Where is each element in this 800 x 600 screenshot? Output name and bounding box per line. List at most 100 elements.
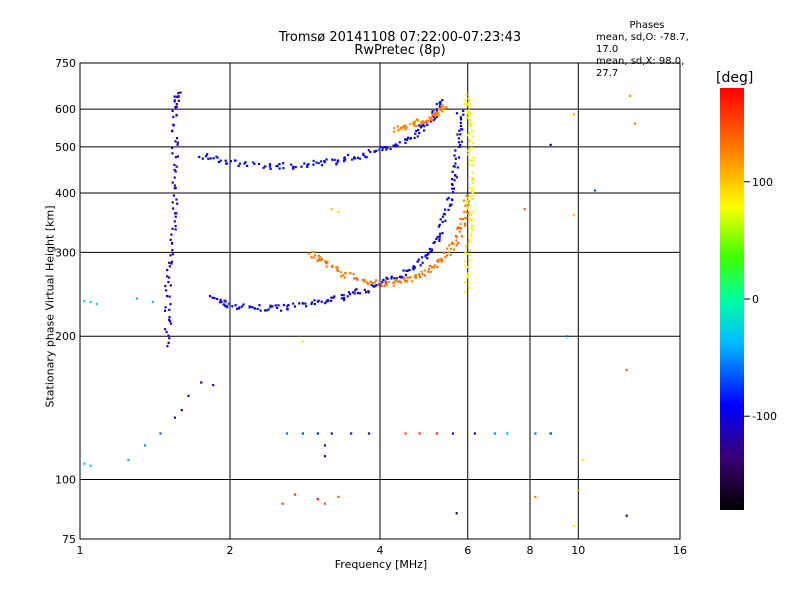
- trace-point: [467, 195, 470, 198]
- trace-point: [385, 146, 388, 149]
- trace-point: [316, 300, 319, 303]
- trace-point: [431, 112, 434, 115]
- trace-point: [459, 144, 462, 147]
- trace-point: [455, 235, 458, 238]
- trace-point: [452, 165, 455, 168]
- trace-point: [339, 275, 342, 278]
- trace-point: [383, 146, 386, 149]
- scatter-point: [625, 514, 628, 517]
- trace-point: [383, 285, 386, 288]
- trace-point: [301, 302, 304, 305]
- trace-point: [452, 190, 455, 194]
- trace-point: [176, 141, 179, 144]
- trace-point: [446, 198, 449, 201]
- scatter-point: [159, 432, 162, 435]
- trace-point: [336, 266, 339, 269]
- y-tick-label: 600: [55, 103, 76, 116]
- scatter-point: [572, 213, 576, 216]
- trace-point: [212, 157, 215, 160]
- trace-point: [470, 224, 474, 227]
- trace-point: [326, 260, 329, 263]
- trace-point: [424, 119, 428, 122]
- trace-point: [418, 132, 421, 135]
- trace-point: [317, 254, 320, 257]
- trace-point: [470, 146, 473, 150]
- trace-point: [432, 113, 435, 116]
- trace-point: [471, 181, 474, 184]
- trace-point: [436, 108, 439, 111]
- scatter-point: [83, 300, 86, 303]
- trace-point: [330, 296, 333, 299]
- trace-point: [466, 116, 469, 119]
- trace-point: [317, 162, 320, 165]
- trace-point: [175, 105, 178, 108]
- trace-point: [447, 251, 450, 254]
- trace-point: [459, 124, 463, 128]
- colorbar-tick-label: 100: [752, 176, 773, 189]
- trace-point: [292, 302, 295, 305]
- trace-point: [437, 114, 440, 117]
- scatter-point: [316, 432, 319, 435]
- trace-point: [323, 161, 326, 164]
- trace-point: [340, 297, 343, 300]
- trace-point: [414, 120, 417, 123]
- trace-point: [420, 120, 423, 123]
- trace-point: [238, 306, 241, 309]
- trace-point: [358, 157, 361, 160]
- trace-point: [427, 268, 431, 271]
- trace-point: [467, 200, 470, 203]
- trace-point: [471, 210, 474, 213]
- trace-point: [441, 215, 444, 218]
- trace-point: [306, 165, 309, 168]
- trace-point: [363, 279, 366, 282]
- trace-point: [363, 281, 366, 284]
- trace-point: [465, 216, 468, 220]
- trace-point: [177, 95, 180, 98]
- scatter-point: [323, 502, 326, 505]
- trace-point: [454, 149, 457, 152]
- trace-point: [355, 288, 358, 291]
- scatter-point: [200, 381, 203, 384]
- trace-point: [256, 307, 259, 310]
- trace-point: [378, 148, 381, 151]
- trace-point: [449, 253, 452, 256]
- trace-point: [349, 293, 352, 296]
- trace-point: [466, 199, 469, 202]
- trace-point: [464, 252, 467, 255]
- trace-point: [320, 160, 323, 163]
- trace-point: [431, 119, 434, 122]
- trace-point: [438, 105, 441, 108]
- trace-point: [381, 146, 384, 149]
- scatter-point: [404, 432, 407, 435]
- trace-point: [226, 304, 229, 307]
- trace-point: [175, 198, 178, 201]
- trace-point: [393, 277, 396, 280]
- trace-point: [429, 118, 432, 121]
- y-tick-label: 400: [55, 187, 76, 200]
- trace-point: [198, 155, 201, 159]
- trace-point: [168, 261, 171, 264]
- trace-point: [451, 198, 454, 202]
- x-tick-label: 16: [673, 544, 687, 557]
- trace-point: [429, 264, 432, 268]
- trace-point: [263, 309, 267, 312]
- y-tick-label: 75: [62, 533, 76, 546]
- trace-point: [365, 156, 368, 159]
- trace-point: [414, 276, 417, 279]
- y-tick-label: 300: [55, 246, 76, 259]
- trace-point: [354, 289, 357, 292]
- trace-point: [421, 273, 424, 276]
- trace-point: [436, 111, 439, 114]
- trace-point: [405, 269, 408, 272]
- trace-point: [305, 305, 308, 308]
- trace-point: [169, 303, 172, 306]
- trace-point: [387, 280, 390, 284]
- trace-point: [456, 166, 459, 169]
- trace-point: [468, 186, 471, 189]
- trace-point: [248, 306, 251, 309]
- trace-point: [416, 135, 419, 138]
- trace-point: [373, 150, 376, 153]
- trace-point: [398, 275, 401, 278]
- trace-point: [472, 186, 475, 189]
- trace-point: [406, 280, 409, 283]
